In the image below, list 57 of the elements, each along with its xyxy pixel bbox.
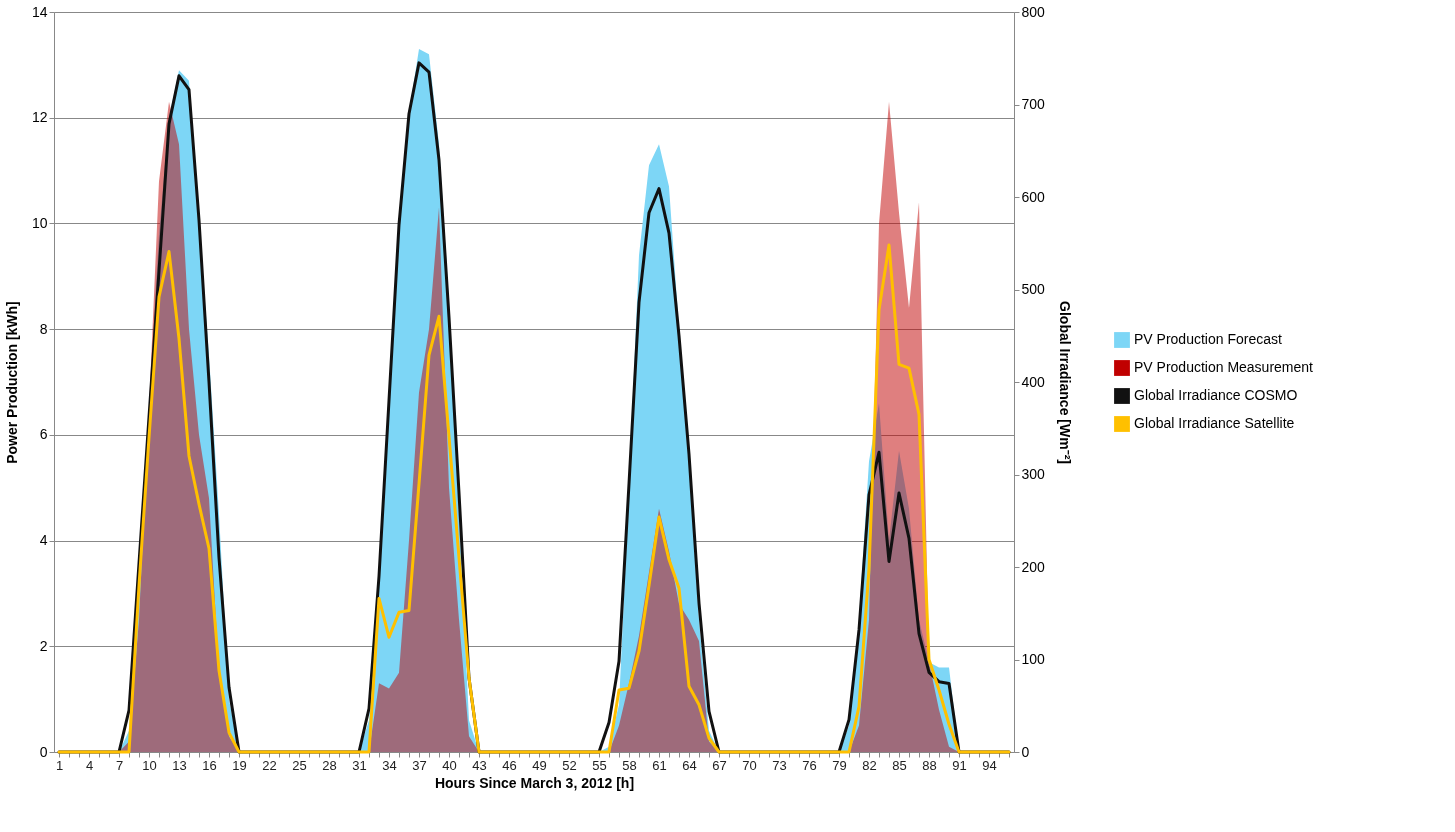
x-axis-title: Hours Since March 3, 2012 [h]	[434, 774, 635, 791]
legend-label: Global Irradiance Satellite	[1134, 415, 1295, 431]
x-tick-label: 70	[742, 757, 757, 773]
x-tick-label: 19	[232, 757, 247, 773]
y-tick-label: 10	[31, 214, 48, 231]
y-tick-label: 2	[39, 637, 48, 654]
x-tick-label: 49	[532, 757, 547, 773]
x-tick-label: 10	[142, 757, 157, 773]
x-tick-label: 91	[952, 757, 967, 773]
x-tick-label: 28	[322, 757, 337, 773]
y2-tick-label: 600	[1021, 188, 1046, 205]
x-tick-label: 40	[442, 757, 457, 773]
x-tick-label: 25	[292, 757, 307, 773]
y2-tick-label: 300	[1021, 466, 1046, 482]
legend-label: PV Production Forecast	[1134, 331, 1282, 347]
y2-tick-label: 400	[1021, 373, 1046, 390]
x-tick-label: 1	[55, 757, 64, 773]
x-tick-label: 67	[712, 757, 727, 773]
y-tick-label: 12	[31, 109, 48, 126]
x-tick-label: 61	[652, 757, 667, 773]
x-tick-label: 16	[202, 757, 217, 773]
x-tick-label: 22	[262, 757, 277, 773]
y2-tick-label: 500	[1021, 281, 1046, 297]
legend-label: PV Production Measurement	[1134, 359, 1314, 375]
y-tick-label: 6	[39, 426, 48, 443]
y-tick-label: 14	[31, 3, 48, 20]
x-tick-label: 13	[172, 757, 187, 773]
y2-tick-label: 100	[1021, 651, 1046, 667]
x-tick-label: 7	[115, 757, 124, 773]
y2-tick-label: 700	[1021, 96, 1046, 112]
x-tick-label: 73	[772, 757, 787, 773]
x-tick-label: 34	[382, 757, 397, 773]
y2-tick-label: 200	[1021, 558, 1046, 575]
x-tick-label: 43	[472, 757, 487, 773]
x-tick-label: 37	[412, 757, 427, 773]
y2-tick-label: 800	[1021, 3, 1046, 20]
x-tick-label: 55	[592, 757, 607, 773]
x-tick-label: 82	[862, 757, 877, 773]
x-tick-label: 85	[892, 757, 907, 773]
y2-axis-title: Global Irradiance [Wm⁻²]	[1056, 301, 1073, 464]
x-tick-label: 58	[622, 757, 637, 773]
y-tick-label: 0	[39, 743, 48, 760]
x-tick-label: 52	[562, 757, 577, 773]
x-tick-label: 76	[802, 757, 817, 773]
x-tick-label: 94	[982, 757, 997, 773]
y2-tick-label: 0	[1021, 743, 1030, 760]
y-tick-label: 8	[39, 320, 48, 337]
x-tick-label: 79	[832, 757, 847, 773]
legend-label: Global Irradiance COSMO	[1134, 387, 1298, 403]
x-tick-label: 64	[682, 757, 697, 773]
line-series	[57, 243, 1011, 754]
x-tick-label: 31	[352, 757, 367, 773]
x-tick-label: 46	[502, 757, 517, 773]
y-axis-title: Power Production [kWh]	[3, 301, 20, 464]
x-tick-label: 88	[922, 757, 937, 773]
x-tick-label: 4	[85, 757, 94, 773]
y-tick-label: 4	[39, 532, 48, 549]
